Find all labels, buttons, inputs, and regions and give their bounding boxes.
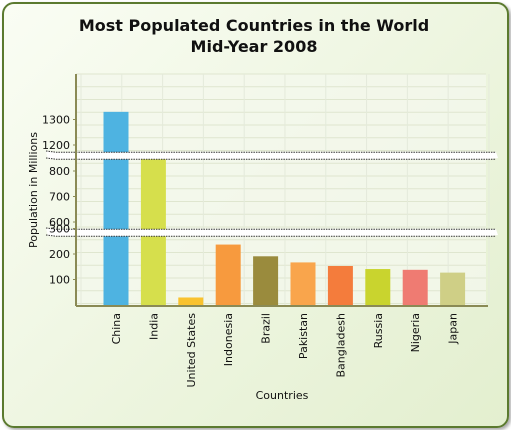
- y-tick-label: 700: [49, 191, 70, 204]
- x-tick-label: Nigeria: [409, 313, 422, 352]
- chart-subtitle: Mid-Year 2008: [191, 37, 318, 56]
- y-tick-label: 300: [49, 223, 70, 236]
- y-tick-label: 100: [49, 274, 70, 287]
- y-axis-label: Population in Millions: [27, 132, 40, 248]
- bar-brazil: [253, 256, 279, 305]
- x-tick-label: India: [147, 313, 160, 340]
- chart-title: Most Populated Countries in the World: [79, 16, 429, 35]
- chart-svg: Most Populated Countries in the World Mi…: [27, 16, 498, 402]
- bar-united-states: [178, 297, 204, 305]
- axis-break-edge: [45, 150, 496, 153]
- y-tick-label: 600: [49, 216, 70, 229]
- bar-indonesia: [215, 244, 241, 305]
- bar-pakistan: [290, 262, 316, 305]
- x-tick-label: Pakistan: [297, 313, 310, 359]
- bar-russia: [365, 269, 391, 305]
- bar-japan: [440, 272, 466, 305]
- x-tick-label: Indonesia: [222, 313, 235, 366]
- y-tick-label: 200: [49, 248, 70, 261]
- axis-break-band: [46, 151, 498, 160]
- x-axis-label: Countries: [256, 389, 309, 402]
- bar-nigeria: [402, 269, 428, 305]
- x-tick-labels: China India United States Indonesia Brazil Pa…: [110, 313, 460, 388]
- y-tick-label: 1300: [42, 114, 70, 127]
- bar-bangladesh: [327, 265, 353, 305]
- y-tick-label: 800: [49, 165, 70, 178]
- x-tick-label: United States: [185, 313, 198, 388]
- x-tick-label: Russia: [372, 313, 385, 348]
- x-tick-label: China: [110, 313, 123, 344]
- y-tick-label: 1200: [42, 139, 70, 152]
- axis-break-edge: [45, 157, 496, 160]
- axis-break-band: [46, 228, 498, 237]
- axis-break-edge: [45, 227, 496, 230]
- x-tick-label: Bangladesh: [334, 313, 347, 378]
- bar-china: [103, 111, 129, 305]
- axis-breaks: [45, 150, 498, 237]
- axes: [75, 74, 488, 307]
- x-tick-label: Japan: [447, 313, 460, 345]
- axis-break-edge: [45, 234, 496, 237]
- x-tick-label: Brazil: [260, 313, 273, 344]
